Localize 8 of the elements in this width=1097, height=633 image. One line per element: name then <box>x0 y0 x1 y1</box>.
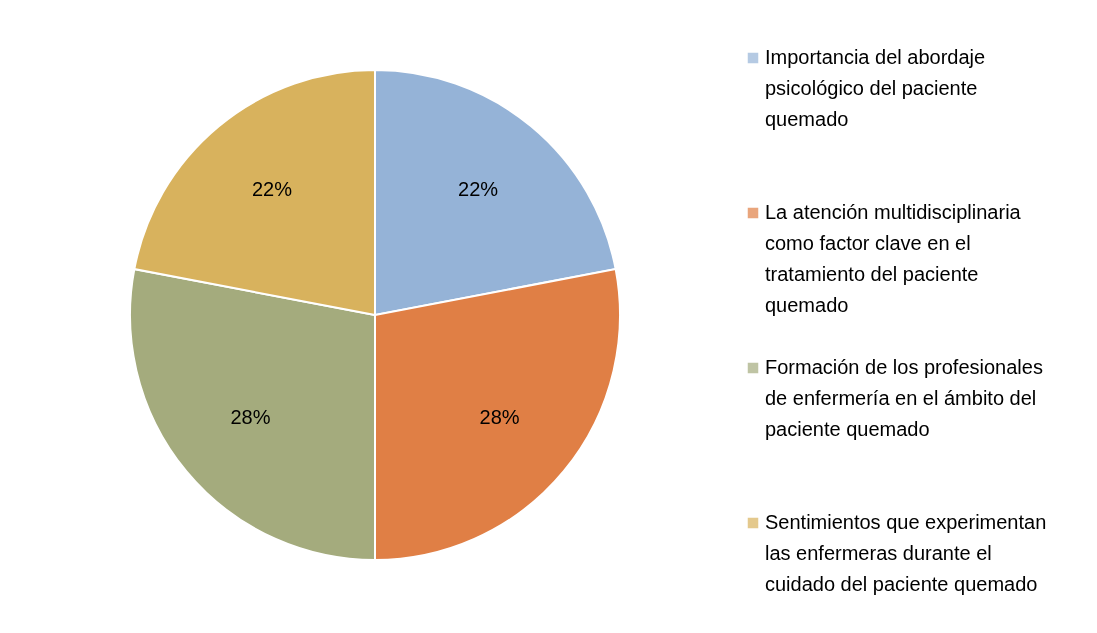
legend-label: Formación de los profesionales de enfermería en el ámbito del paciente quemado <box>765 356 1043 440</box>
data-label: 28% <box>230 406 271 429</box>
legend-label: Sentimientos que experimentan las enfermeras durante el cuidado del paciente quemado <box>765 511 1047 595</box>
data-label: 22% <box>251 178 293 201</box>
legend-label: Importancia del abordaje psicológico del paciente quemado <box>765 46 986 130</box>
data-label: 22% <box>458 178 499 201</box>
data-label: 28% <box>479 406 520 429</box>
legend-label: La atención multidisciplinaria como factor clave en el tratamiento del paciente quemado <box>765 201 1022 316</box>
